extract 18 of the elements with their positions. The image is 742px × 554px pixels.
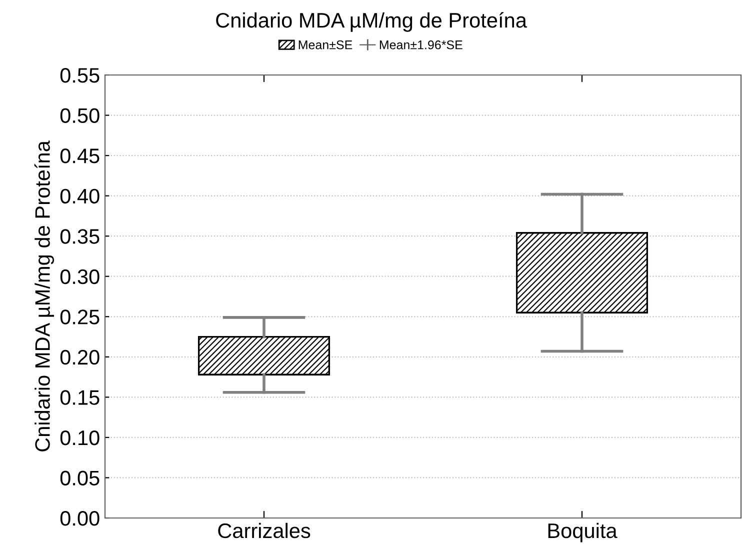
y-tick-label: 0.45 xyxy=(60,148,100,164)
y-tick-label: 0.00 xyxy=(60,511,100,526)
legend-label: Mean±SE xyxy=(298,40,352,50)
y-tick-label: 0.05 xyxy=(60,470,100,486)
y-tick-label: 0.50 xyxy=(60,108,100,124)
y-tick-label: 0.35 xyxy=(60,229,100,244)
y-axis-title: Cnidario MDA µM/mg de Proteína xyxy=(34,140,54,452)
y-tick-label: 0.40 xyxy=(60,188,100,204)
chart-title: Cnidario MDA µM/mg de Proteína xyxy=(216,12,527,32)
y-tick-label: 0.20 xyxy=(60,350,100,365)
x-tick-label: Carrizales xyxy=(218,522,310,538)
y-tick-label: 0.55 xyxy=(60,68,100,83)
y-tick-label: 0.15 xyxy=(60,390,100,405)
text: Mean±1.96*SE xyxy=(380,40,462,50)
y-tick-label: 0.25 xyxy=(60,310,100,324)
y-tick-label: 0.10 xyxy=(60,430,100,446)
y-tick-label: 0.30 xyxy=(60,269,100,284)
x-tick-label: Boquita xyxy=(548,522,618,542)
